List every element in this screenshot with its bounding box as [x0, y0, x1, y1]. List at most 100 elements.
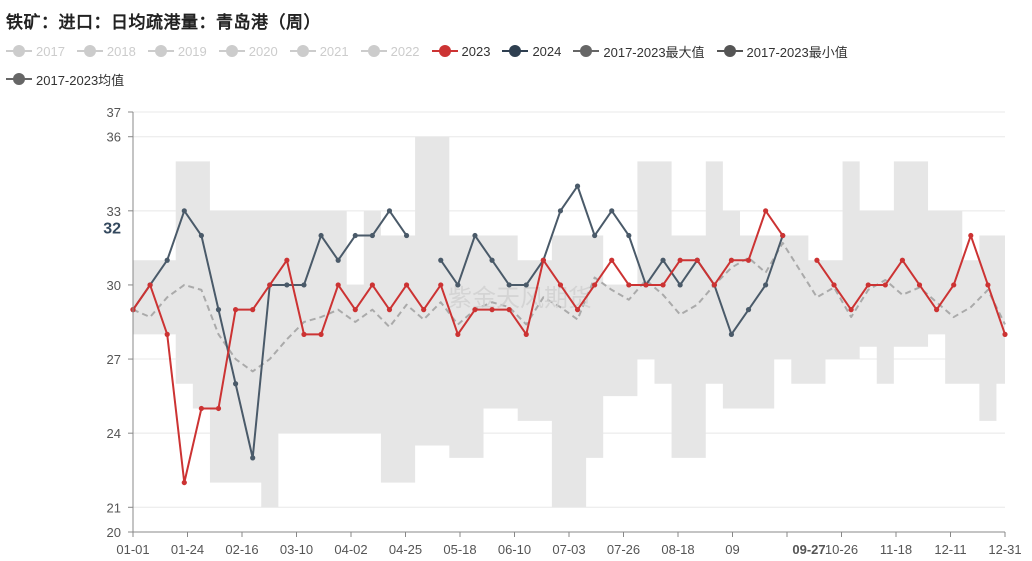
- x-tick-label: 01-01: [116, 542, 149, 557]
- data-point-2023: [592, 282, 598, 288]
- data-point-2024: [181, 208, 187, 214]
- legend-item-2024[interactable]: 2024: [502, 40, 561, 62]
- legend-label: 2020: [248, 43, 278, 59]
- legend-item-2019[interactable]: 2019: [147, 40, 207, 62]
- data-point-2023: [455, 331, 461, 337]
- data-point-2024: [164, 257, 170, 263]
- data-point-2023: [352, 307, 358, 313]
- data-point-2023: [745, 257, 752, 263]
- data-point-2024: [438, 257, 444, 263]
- legend-label: 2017-2023最小值: [746, 44, 848, 60]
- legend-swatch-icon: [6, 73, 32, 85]
- series-line-2017-2023均值: [132, 241, 1006, 373]
- average-series: [132, 241, 1006, 373]
- legend-item-2017-2023最大值[interactable]: 2017-2023最大值: [573, 40, 705, 62]
- x-tick-label: 04-02: [334, 542, 367, 557]
- data-point-2023: [968, 232, 974, 239]
- data-point-2023: [694, 257, 700, 263]
- legend-item-2018[interactable]: 2018: [76, 40, 136, 62]
- x-tick-label: 04-25: [389, 542, 422, 557]
- data-point-2024: [557, 208, 564, 214]
- data-point-2023: [215, 405, 222, 412]
- data-point-2023: [574, 307, 581, 313]
- data-point-2024: [677, 282, 683, 288]
- data-point-2024: [215, 307, 222, 313]
- x-tick-label: 12-31: [988, 542, 1021, 557]
- legend-item-2022[interactable]: 2022: [360, 40, 420, 62]
- data-point-2023: [643, 282, 649, 288]
- data-point-2023: [523, 331, 529, 337]
- x-tick-label: 07-26: [607, 542, 640, 557]
- x-tick-label: 02-16: [225, 542, 258, 557]
- data-point-2023: [711, 282, 717, 288]
- legend-swatch-icon: [289, 45, 316, 57]
- data-point-2023: [181, 479, 187, 486]
- data-point-2023: [557, 282, 564, 288]
- y-tick-label: 20: [107, 525, 121, 540]
- y-axis-pointer-label: 32: [103, 221, 121, 238]
- data-point-2023: [284, 257, 290, 263]
- data-point-2024: [198, 232, 204, 239]
- data-point-2024: [403, 232, 410, 239]
- data-point-2023: [421, 307, 427, 313]
- x-tick-label: 05-18: [443, 542, 476, 557]
- data-point-2024: [232, 381, 239, 387]
- data-point-2024: [489, 257, 495, 263]
- data-point-2023: [814, 257, 820, 263]
- data-point-2023: [540, 257, 546, 263]
- x-tick-label: 11-18: [880, 542, 912, 557]
- data-point-2023: [164, 331, 170, 337]
- data-point-2024: [574, 183, 581, 189]
- watermark: 紫金天风期货: [448, 285, 592, 312]
- data-point-2024: [523, 282, 529, 288]
- x-tick-label: 12-11: [934, 542, 966, 557]
- data-point-2023: [489, 307, 495, 313]
- data-point-2023: [250, 307, 256, 313]
- legend-swatch-icon: [147, 45, 174, 57]
- data-point-2023: [472, 307, 478, 313]
- y-tick-label: 36: [107, 130, 121, 145]
- legend-swatch-icon: [431, 45, 458, 57]
- legend-item-2023[interactable]: 2023: [431, 40, 490, 62]
- x-tick-label: 03-10: [280, 542, 313, 557]
- data-point-2023: [882, 282, 888, 288]
- legend-item-2021[interactable]: 2021: [289, 40, 349, 62]
- data-point-2024: [386, 208, 393, 214]
- legend-swatch-icon: [218, 45, 245, 57]
- data-point-2024: [763, 282, 769, 288]
- data-point-2024: [352, 232, 358, 239]
- data-point-2024: [369, 232, 375, 239]
- data-point-2023: [677, 257, 683, 263]
- data-point-2023: [318, 331, 324, 337]
- data-point-2023: [386, 307, 393, 313]
- legend-item-2017[interactable]: 2017: [6, 40, 65, 62]
- legend: 2017 2018 2019 2020 2021 2022 2023 2024 2017-202…: [6, 40, 1030, 88]
- data-point-2023: [985, 282, 991, 288]
- max-min-area: [133, 136, 1005, 508]
- x-tick-label: 01-24: [171, 542, 204, 557]
- data-point-2023: [763, 208, 769, 214]
- legend-item-2017-2023均值[interactable]: 2017-2023均值: [6, 68, 124, 90]
- data-point-2024: [745, 307, 752, 313]
- data-point-2023: [780, 232, 786, 239]
- data-point-2023: [267, 282, 273, 288]
- legend-label: 2017-2023最大值: [603, 44, 705, 60]
- data-point-2024: [250, 455, 256, 461]
- data-point-2023: [660, 282, 666, 288]
- legend-label: 2018: [106, 43, 136, 59]
- data-point-2024: [506, 282, 512, 288]
- data-point-2024: [335, 257, 341, 263]
- legend-swatch-icon: [76, 45, 103, 57]
- data-point-2023: [934, 307, 940, 313]
- legend-label: 2021: [319, 43, 349, 59]
- legend-item-2017-2023最小值[interactable]: 2017-2023最小值: [716, 40, 848, 62]
- data-point-2024: [592, 232, 598, 239]
- legend-swatch-icon: [502, 45, 529, 57]
- legend-item-2020[interactable]: 2020: [218, 40, 278, 62]
- legend-swatch-icon: [573, 45, 600, 57]
- legend-label: 2019: [177, 43, 207, 59]
- data-point-2023: [951, 282, 957, 288]
- x-tick-label: 06-10: [498, 542, 531, 557]
- y-tick-label: 33: [107, 204, 121, 219]
- data-point-2024: [301, 282, 307, 288]
